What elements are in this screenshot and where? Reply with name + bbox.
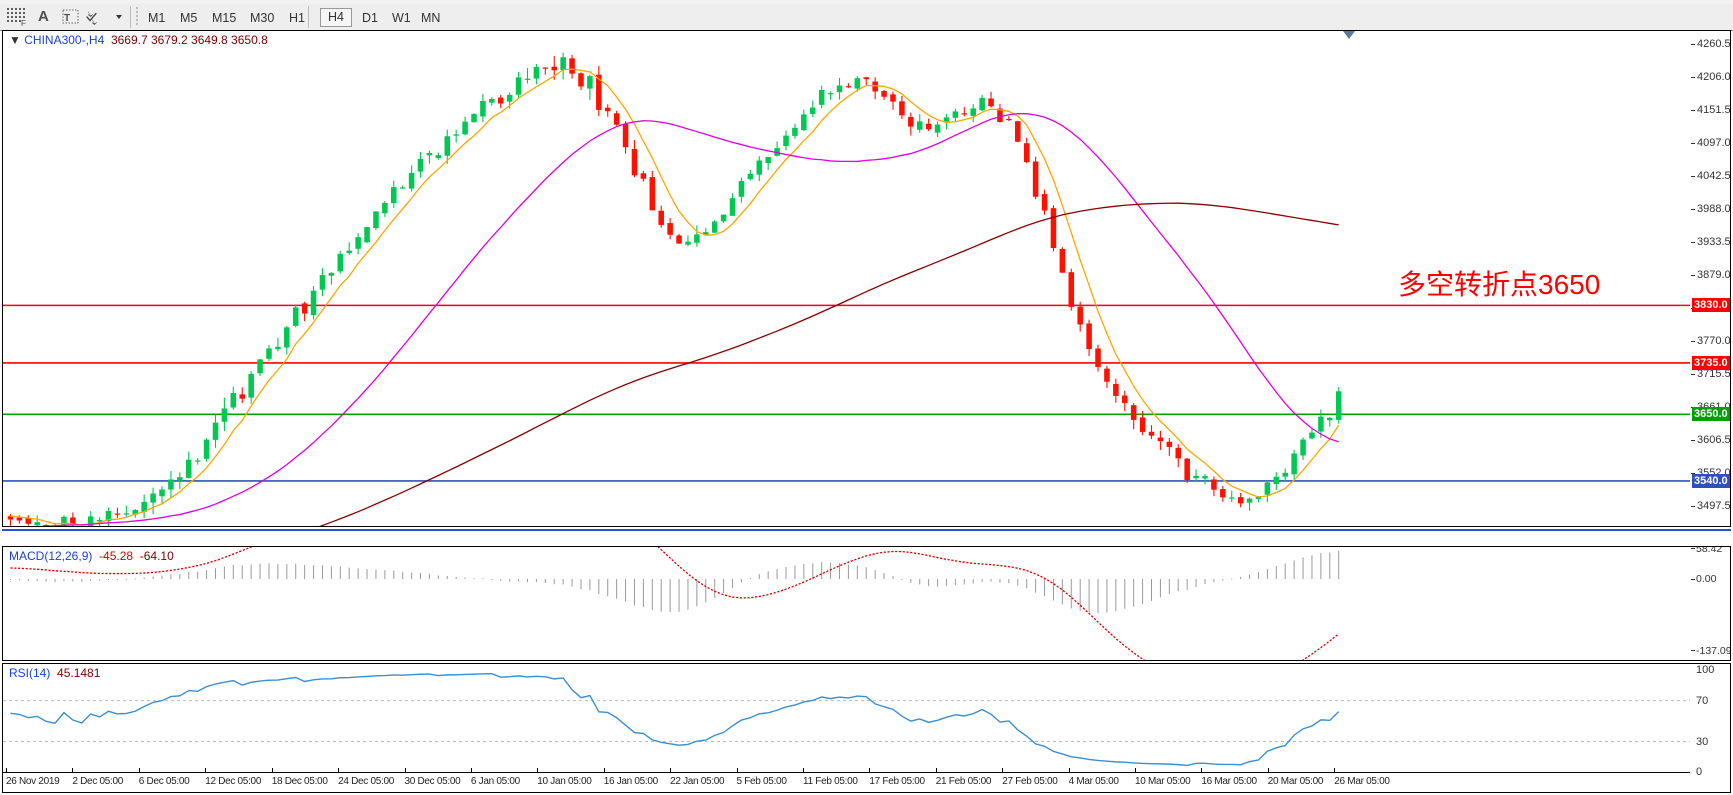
svg-text:T: T: [64, 13, 70, 24]
svg-text:F: F: [21, 19, 26, 27]
